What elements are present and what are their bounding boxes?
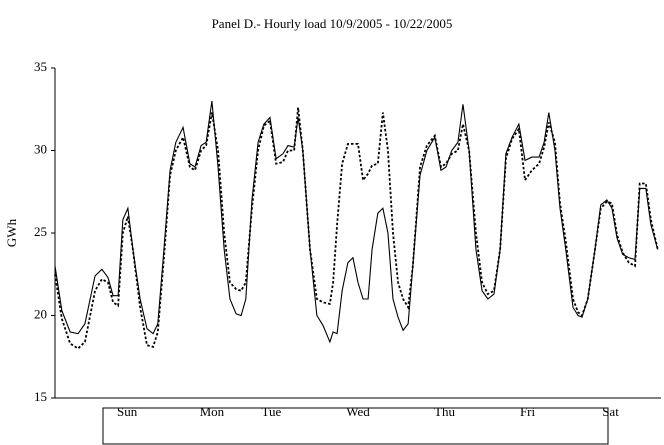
y-axis-label: GWh [4, 218, 19, 247]
x-tick-label: Wed [346, 404, 370, 419]
y-tick-label: 30 [34, 141, 47, 156]
y-tick-label: 20 [34, 306, 47, 321]
x-tick-label: Sun [117, 404, 138, 419]
x-tick-label: Thu [434, 404, 455, 419]
chart-title: Panel D.- Hourly load 10/9/2005 - 10/22/… [212, 16, 453, 31]
y-tick-label: 35 [34, 59, 47, 74]
x-tick-label: Fri [520, 404, 536, 419]
series-line [54, 107, 659, 350]
x-tick-label: Tue [262, 404, 282, 419]
y-tick-label: 25 [34, 224, 47, 239]
y-tick-label: 15 [34, 389, 47, 404]
x-tick-label: Sat [602, 404, 619, 419]
legend-box [102, 407, 609, 445]
series-line [54, 100, 659, 344]
x-tick-label: Mon [200, 404, 225, 419]
